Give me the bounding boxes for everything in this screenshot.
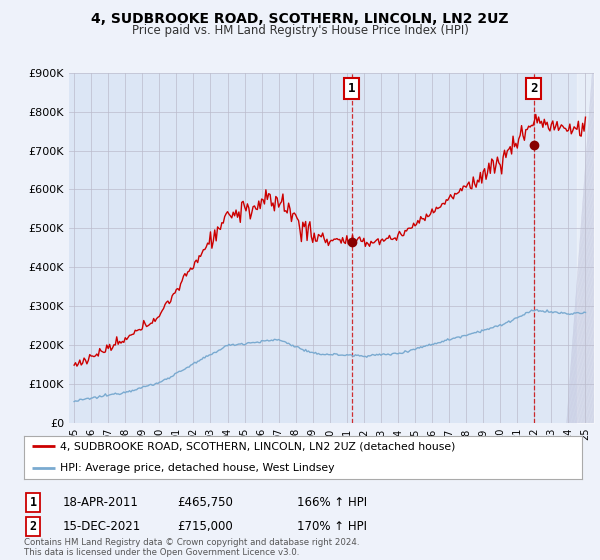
Text: HPI: Average price, detached house, West Lindsey: HPI: Average price, detached house, West… <box>60 463 335 473</box>
Text: 166% ↑ HPI: 166% ↑ HPI <box>297 496 367 509</box>
Text: 1: 1 <box>29 496 37 509</box>
Text: 2: 2 <box>29 520 37 533</box>
Text: 170% ↑ HPI: 170% ↑ HPI <box>297 520 367 533</box>
Text: £715,000: £715,000 <box>177 520 233 533</box>
Text: 18-APR-2011: 18-APR-2011 <box>63 496 139 509</box>
Text: 15-DEC-2021: 15-DEC-2021 <box>63 520 141 533</box>
Text: Price paid vs. HM Land Registry's House Price Index (HPI): Price paid vs. HM Land Registry's House … <box>131 24 469 36</box>
Text: Contains HM Land Registry data © Crown copyright and database right 2024.
This d: Contains HM Land Registry data © Crown c… <box>24 538 359 557</box>
Text: 1: 1 <box>348 82 356 95</box>
Text: 4, SUDBROOKE ROAD, SCOTHERN, LINCOLN, LN2 2UZ (detached house): 4, SUDBROOKE ROAD, SCOTHERN, LINCOLN, LN… <box>60 441 455 451</box>
Text: 4, SUDBROOKE ROAD, SCOTHERN, LINCOLN, LN2 2UZ: 4, SUDBROOKE ROAD, SCOTHERN, LINCOLN, LN… <box>91 12 509 26</box>
Bar <box>533 73 594 423</box>
Bar <box>577 73 594 423</box>
Text: 2: 2 <box>530 82 538 95</box>
Text: £465,750: £465,750 <box>177 496 233 509</box>
